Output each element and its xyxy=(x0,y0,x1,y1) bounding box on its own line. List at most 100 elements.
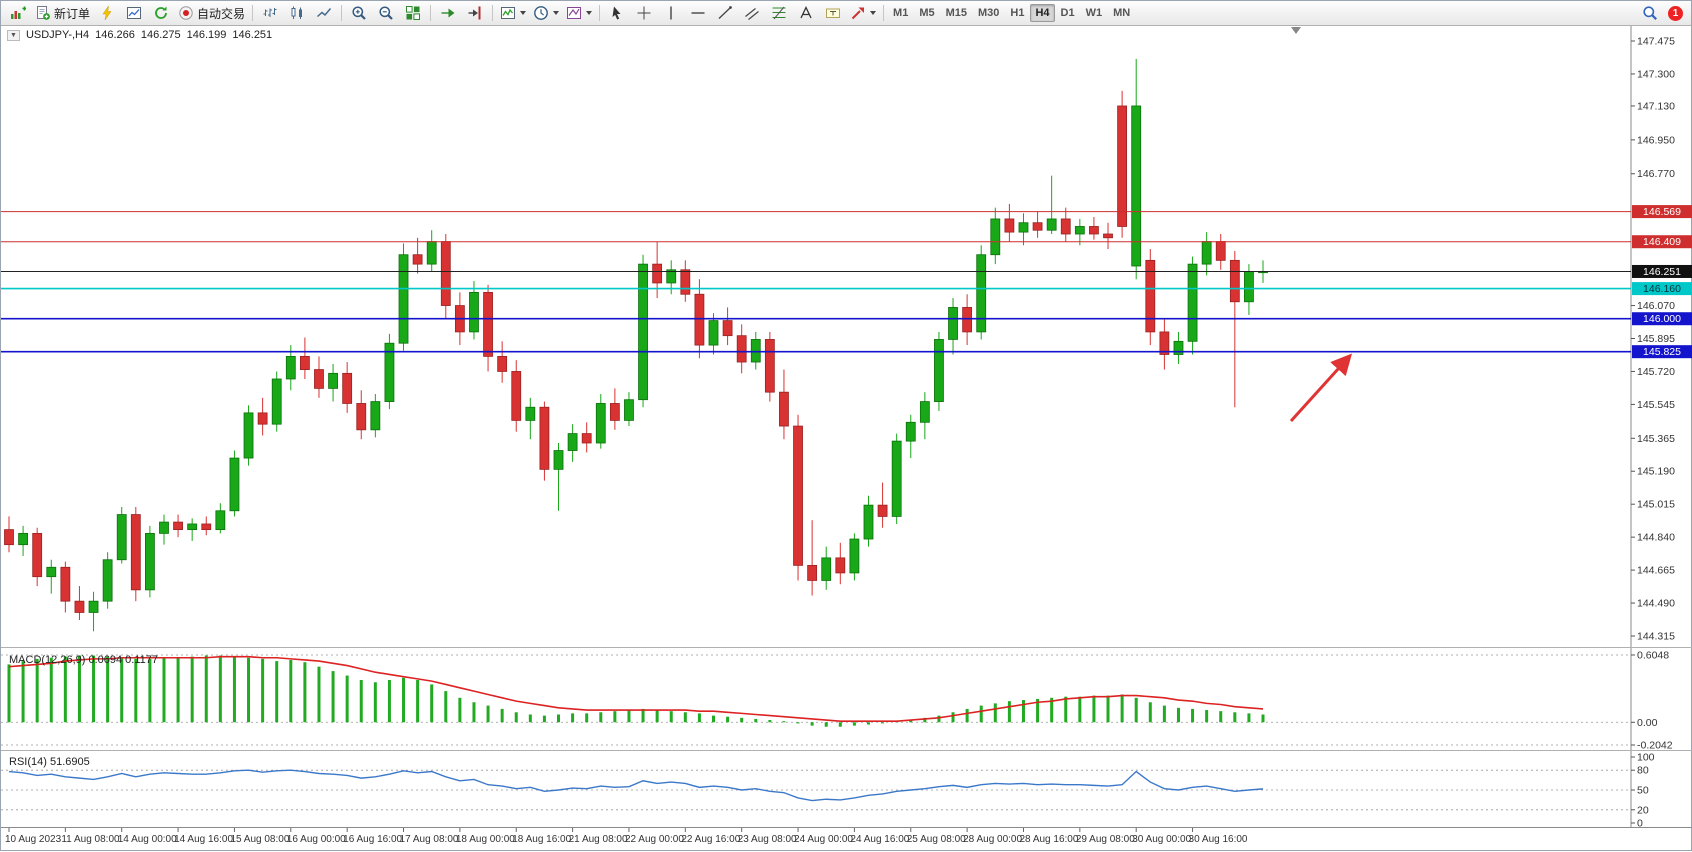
svg-text:146.770: 146.770 xyxy=(1637,168,1675,180)
text-icon xyxy=(798,5,814,21)
market-watch-button[interactable] xyxy=(121,2,147,24)
auto-trading-icon xyxy=(178,5,194,21)
text-label-button[interactable] xyxy=(820,2,846,24)
timeframe-h1-button[interactable]: H1 xyxy=(1010,7,1025,19)
toolbar: 新订单 自动交易 M1 M5 M15 M30 H1 H4 D1 W1 MN 1 xyxy=(1,1,1691,26)
timeframe-m30-button[interactable]: M30 xyxy=(978,7,1000,19)
price-badge xyxy=(1632,235,1692,249)
indicators-button[interactable] xyxy=(497,2,529,24)
svg-text:17 Aug 08:00: 17 Aug 08:00 xyxy=(400,834,459,845)
templates-icon xyxy=(566,5,582,21)
bar-chart-icon xyxy=(262,5,278,21)
svg-text:146.251: 146.251 xyxy=(1643,266,1681,278)
timeframe-w1-button[interactable]: W1 xyxy=(1085,7,1103,19)
svg-text:145.720: 145.720 xyxy=(1637,366,1675,378)
vertical-line-button[interactable] xyxy=(658,2,684,24)
chart-title-bar: ▼ USDJPY-,H4 146.266 146.275 146.199 146… xyxy=(7,29,272,41)
toolbar-separator xyxy=(492,5,494,21)
svg-text:100: 100 xyxy=(1637,752,1655,764)
candles xyxy=(4,58,1268,632)
new-chart-button[interactable] xyxy=(5,2,31,24)
auto-trading-label: 自动交易 xyxy=(197,6,246,21)
cursor-button[interactable] xyxy=(604,2,630,24)
fibonacci-button[interactable] xyxy=(766,2,792,24)
svg-text:15 Aug 08:00: 15 Aug 08:00 xyxy=(230,834,289,845)
tile-windows-icon xyxy=(405,5,421,21)
crosshair-icon xyxy=(636,5,652,21)
zoom-in-button[interactable] xyxy=(346,2,372,24)
macd-signal-line xyxy=(8,655,1264,722)
toolbar-separator xyxy=(883,5,885,21)
expert-advisors-button[interactable] xyxy=(94,2,120,24)
tile-windows-button[interactable] xyxy=(400,2,426,24)
chevron-down-icon xyxy=(520,11,527,15)
trendline-icon xyxy=(717,5,733,21)
svg-text:21 Aug 08:00: 21 Aug 08:00 xyxy=(569,834,628,845)
bar-chart-button[interactable] xyxy=(257,2,283,24)
svg-text:144.840: 144.840 xyxy=(1637,532,1675,544)
svg-text:28 Aug 16:00: 28 Aug 16:00 xyxy=(1019,834,1078,845)
notification-badge[interactable]: 1 xyxy=(1668,5,1683,21)
rsi-line xyxy=(8,769,1264,802)
chart-shift-button[interactable] xyxy=(462,2,488,24)
timeframe-m15-button[interactable]: M15 xyxy=(945,7,967,19)
svg-text:14 Aug 00:00: 14 Aug 00:00 xyxy=(118,834,177,845)
symbol-period-label: USDJPY-,H4 xyxy=(25,29,90,41)
svg-text:146.950: 146.950 xyxy=(1637,134,1675,146)
svg-text:146.160: 146.160 xyxy=(1643,283,1681,295)
new-chart-icon xyxy=(10,5,26,21)
new-order-button[interactable]: 新订单 xyxy=(32,2,93,24)
templates-button[interactable] xyxy=(563,2,595,24)
candlestick-chart-icon xyxy=(289,5,305,21)
search-icon xyxy=(1642,5,1658,21)
line-chart-icon xyxy=(316,5,332,21)
ohlc-open: 146.266 xyxy=(95,29,135,41)
trendline-button[interactable] xyxy=(712,2,738,24)
svg-text:30 Aug 16:00: 30 Aug 16:00 xyxy=(1189,834,1248,845)
timeframe-m5-button[interactable]: M5 xyxy=(919,7,935,19)
macd-panel: MACD(12,26,9) 0.0694 0.1177 xyxy=(1,654,1631,746)
refresh-button[interactable] xyxy=(148,2,174,24)
svg-text:22 Aug 00:00: 22 Aug 00:00 xyxy=(625,834,684,845)
auto-scroll-button[interactable] xyxy=(435,2,461,24)
periods-icon xyxy=(533,5,549,21)
chart-shift-icon xyxy=(467,5,483,21)
fibonacci-icon xyxy=(771,5,787,21)
timeframe-m1-button[interactable]: M1 xyxy=(893,7,909,19)
toolbar-separator xyxy=(341,5,343,21)
shapes-button[interactable] xyxy=(847,2,879,24)
price-badge xyxy=(1632,345,1692,359)
svg-text:80: 80 xyxy=(1637,765,1649,777)
annotation-arrow[interactable] xyxy=(1289,353,1353,423)
horizontal-lines[interactable]: 146.569 146.409 146.251 146.160 146.000 145.8… xyxy=(1,205,1692,359)
horizontal-line-button[interactable] xyxy=(685,2,711,24)
zoom-out-button[interactable] xyxy=(373,2,399,24)
svg-text:145.825: 145.825 xyxy=(1643,346,1681,358)
svg-text:145.365: 145.365 xyxy=(1637,433,1675,445)
timeframe-h4-button[interactable]: H4 xyxy=(1030,4,1055,22)
rsi-panel: RSI(14) 51.6905 xyxy=(1,756,1631,811)
periods-button[interactable] xyxy=(530,2,562,24)
svg-text:146.000: 146.000 xyxy=(1643,313,1681,325)
price-axis[interactable]: 147.475 147.300 147.130 146.950 146.770 146.0… xyxy=(1631,36,1675,830)
indicators-icon xyxy=(500,5,516,21)
search-button[interactable] xyxy=(1637,2,1663,24)
line-chart-button[interactable] xyxy=(311,2,337,24)
timeframe-d1-button[interactable]: D1 xyxy=(1060,7,1075,19)
auto-trading-button[interactable]: 自动交易 xyxy=(175,2,248,24)
ohlc-close: 146.251 xyxy=(232,29,273,41)
expert-advisors-icon xyxy=(99,5,115,21)
timeframe-mn-button[interactable]: MN xyxy=(1113,7,1131,19)
crosshair-button[interactable] xyxy=(631,2,657,24)
svg-text:144.315: 144.315 xyxy=(1637,631,1675,643)
channel-button[interactable] xyxy=(739,2,765,24)
text-button[interactable] xyxy=(793,2,819,24)
vertical-line-icon xyxy=(663,5,679,21)
toolbar-separator xyxy=(430,5,432,21)
candlestick-chart-button[interactable] xyxy=(284,2,310,24)
window-menu-icon[interactable]: ▼ xyxy=(7,29,20,41)
svg-text:0.6048: 0.6048 xyxy=(1637,650,1669,662)
chart-shift-marker[interactable] xyxy=(1291,27,1301,34)
